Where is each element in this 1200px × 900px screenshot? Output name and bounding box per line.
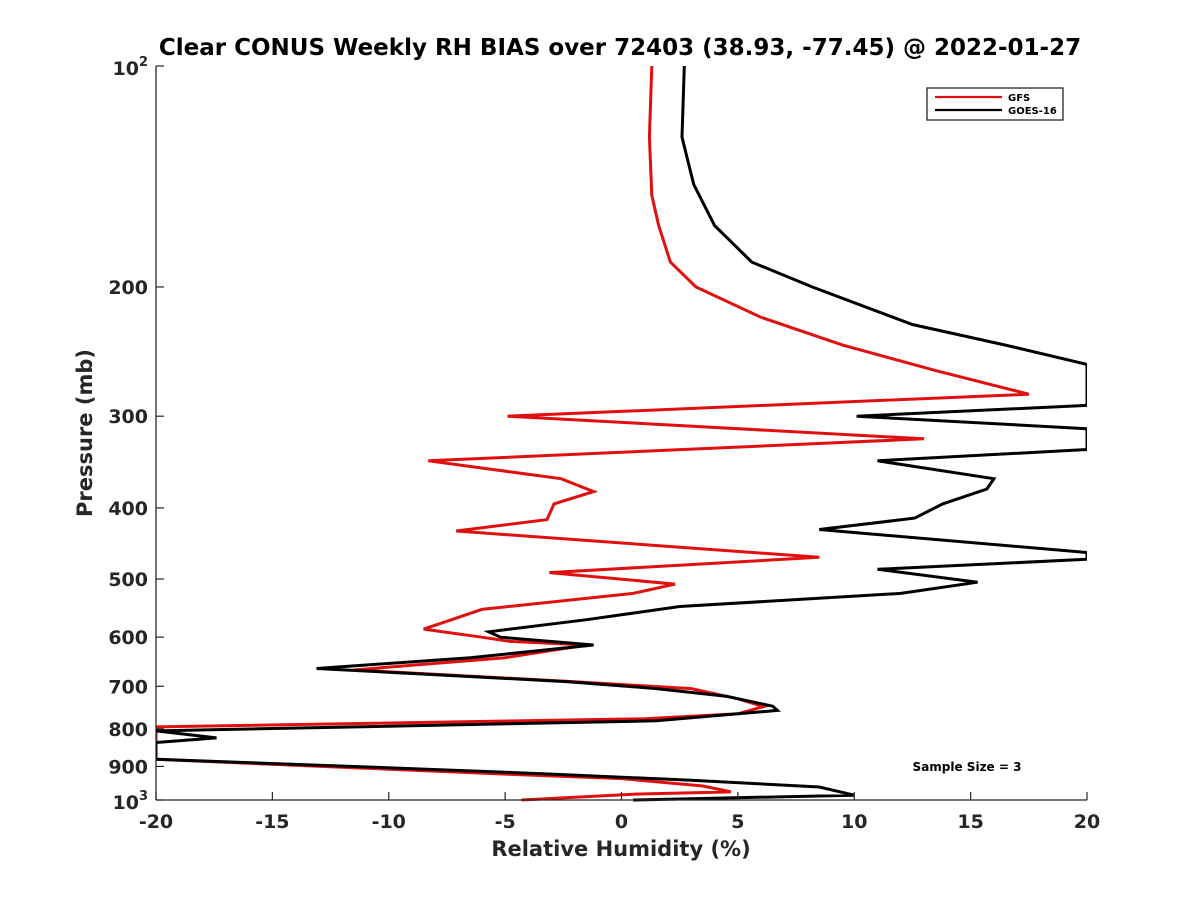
y-tick-label: 500 — [108, 569, 148, 591]
y-ticks: 102 200 300 400 500 600 700 800 900 103 — [108, 55, 164, 814]
legend-label-gfs: GFS — [1008, 93, 1030, 104]
x-tick-label: 15 — [957, 811, 983, 833]
x-ticks: -20 -15 -10 -5 0 5 10 15 20 — [139, 792, 1100, 833]
legend-box — [926, 87, 1064, 121]
x-tick-label: -5 — [495, 811, 516, 833]
y-tick-label: 700 — [108, 676, 148, 698]
series-line-goes-16 — [156, 65, 1087, 802]
x-axis-label: Relative Humidity (%) — [491, 837, 750, 861]
series-line-gfs — [156, 65, 1030, 802]
x-tick-label: 20 — [1074, 811, 1100, 833]
legend-label-goes-16: GOES-16 — [1008, 106, 1057, 117]
x-tick-label: -15 — [255, 811, 289, 833]
y-tick-label: 200 — [108, 277, 148, 299]
axes: -20 -15 -10 -5 0 5 10 15 20 102 200 300 400 500 600 70… — [108, 55, 1100, 833]
x-tick-label: 5 — [731, 811, 744, 833]
chart-title: Clear CONUS Weekly RH BIAS over 72403 (3… — [159, 35, 1081, 61]
y-tick-label: 400 — [108, 498, 148, 520]
plot-area — [156, 65, 1087, 802]
y-tick-label: 102 — [113, 55, 149, 80]
y-tick-label: 800 — [108, 719, 148, 741]
sample-size-annotation: Sample Size = 3 — [913, 760, 1022, 774]
x-tick-label: -20 — [139, 811, 173, 833]
y-tick-label: 600 — [108, 627, 148, 649]
y-tick-label: 103 — [113, 789, 149, 814]
y-tick-label: 900 — [108, 756, 148, 778]
x-tick-label: 0 — [615, 811, 628, 833]
y-tick-label: 300 — [108, 406, 148, 428]
y-axis-label: Pressure (mb) — [73, 349, 97, 517]
x-tick-label: -10 — [372, 811, 406, 833]
legend: GFS GOES-16 — [926, 87, 1064, 121]
series-layer — [156, 65, 1087, 802]
x-tick-label: 10 — [841, 811, 867, 833]
